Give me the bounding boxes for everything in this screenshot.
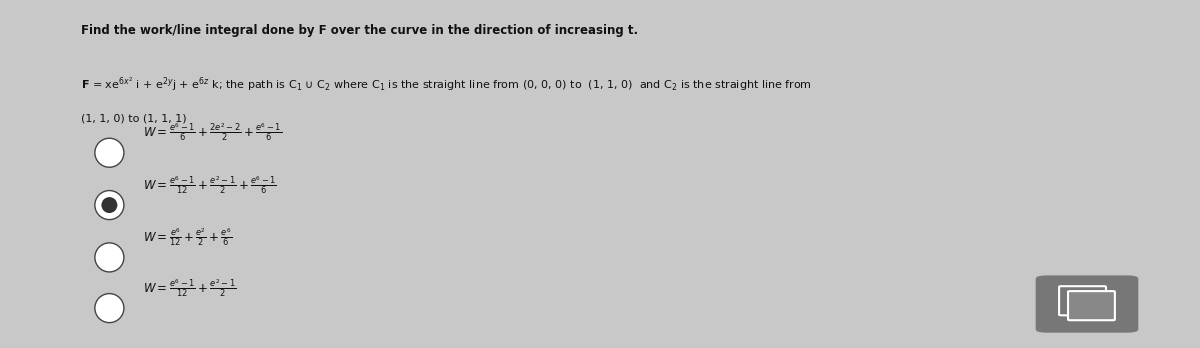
Text: (1, 1, 0) to (1, 1, 1): (1, 1, 0) to (1, 1, 1) — [82, 113, 187, 124]
Text: Find the work/line integral done by F over the curve in the direction of increas: Find the work/line integral done by F ov… — [82, 24, 638, 37]
FancyBboxPatch shape — [1036, 275, 1139, 333]
Text: $W = \frac{e^6}{12} + \frac{e^2}{2} + \frac{e^6}{6}$: $W = \frac{e^6}{12} + \frac{e^2}{2} + \f… — [143, 226, 232, 248]
FancyBboxPatch shape — [1060, 286, 1106, 315]
Text: $W = \frac{e^6-1}{12} + \frac{e^2-1}{2} + \frac{e^6-1}{6}$: $W = \frac{e^6-1}{12} + \frac{e^2-1}{2} … — [143, 174, 277, 196]
Ellipse shape — [102, 197, 118, 213]
Text: $W = \frac{e^6-1}{12} + \frac{e^2-1}{2}$: $W = \frac{e^6-1}{12} + \frac{e^2-1}{2}$ — [143, 277, 236, 299]
Text: $\mathbf{F}$ = xe$^{6x^2}$ i + e$^{2y}$j + e$^{6z}$ k; the path is C$_1$ $\cup$ : $\mathbf{F}$ = xe$^{6x^2}$ i + e$^{2y}$j… — [82, 76, 812, 93]
Ellipse shape — [95, 294, 124, 323]
Text: $W = \frac{e^6-1}{6} + \frac{2e^2-2}{2} + \frac{e^6-1}{6}$: $W = \frac{e^6-1}{6} + \frac{2e^2-2}{2} … — [143, 122, 282, 143]
Ellipse shape — [95, 243, 124, 272]
Ellipse shape — [95, 138, 124, 167]
FancyBboxPatch shape — [1068, 291, 1115, 320]
Ellipse shape — [95, 191, 124, 220]
